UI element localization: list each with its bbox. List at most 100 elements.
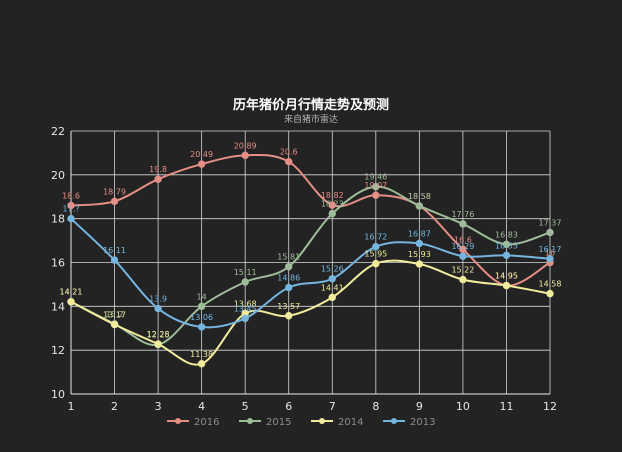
data-label-2016: 16.6 <box>454 235 472 244</box>
data-label-2016: 19.8 <box>149 165 167 174</box>
data-point-2014[interactable] <box>502 281 511 290</box>
data-label-2016: 20.6 <box>280 148 298 157</box>
data-point-2016[interactable] <box>328 201 336 209</box>
x-tick-label: 9 <box>416 400 423 413</box>
data-point-2016[interactable] <box>154 175 162 183</box>
y-tick-label: 20 <box>51 169 65 182</box>
data-label-2016: 16 <box>545 249 555 258</box>
x-tick-label: 12 <box>543 400 557 413</box>
data-label-2013: 16.29 <box>451 242 474 251</box>
data-point-2014[interactable] <box>459 275 467 284</box>
data-label-2015: 18.23 <box>321 200 344 209</box>
y-tick-label: 12 <box>51 344 65 357</box>
grid-lines <box>70 130 551 395</box>
data-label-2015: 13.2 <box>106 310 124 319</box>
y-tick-label: 16 <box>51 257 65 270</box>
data-point-2016[interactable] <box>67 201 75 210</box>
data-point-2013[interactable] <box>241 314 249 323</box>
legend-item-2013[interactable]: 2013 <box>383 417 435 428</box>
data-label-2016: 20.49 <box>190 150 213 159</box>
data-point-2013[interactable] <box>546 255 554 263</box>
legend-item-2014[interactable]: 2014 <box>311 417 363 428</box>
data-point-2013[interactable] <box>459 252 467 260</box>
data-point-2013[interactable] <box>67 214 75 223</box>
legend-label: 2016 <box>194 417 219 428</box>
data-point-2016[interactable] <box>197 160 206 168</box>
data-point-2014[interactable] <box>285 312 293 320</box>
data-label-2015: 16.83 <box>495 230 518 239</box>
legend-item-2016[interactable]: 2016 <box>167 417 219 428</box>
data-point-2015[interactable] <box>285 262 293 271</box>
legend[interactable]: 2016 2015 2014 2013 <box>167 417 435 428</box>
chart-title: 历年猪价月行情走势及预测 <box>233 97 389 113</box>
data-point-2013[interactable] <box>372 243 380 251</box>
data-label-2015: 12.25 <box>147 331 170 340</box>
data-point-2014[interactable] <box>546 289 554 298</box>
data-point-2013[interactable] <box>197 323 206 331</box>
x-tick-label: 1 <box>68 400 75 413</box>
series-lines <box>67 151 554 368</box>
legend-item-2015[interactable]: 2015 <box>239 417 291 428</box>
legend-marker <box>319 418 325 424</box>
legend-label: 2015 <box>266 417 291 428</box>
data-point-2015[interactable] <box>415 202 424 210</box>
data-point-2016[interactable] <box>285 157 293 166</box>
data-label-2015: 14 <box>197 292 207 301</box>
data-point-2016[interactable] <box>241 151 249 160</box>
data-label-2015: 17.37 <box>539 218 562 227</box>
data-label-2014: 15.22 <box>451 266 474 275</box>
data-label-2014: 13.17 <box>103 311 126 320</box>
legend-label: 2013 <box>410 417 435 428</box>
data-point-2013[interactable] <box>110 256 119 264</box>
data-label-2013: 16.17 <box>539 245 562 254</box>
data-label-2013: 16.11 <box>103 246 126 255</box>
data-point-2014[interactable] <box>67 298 75 306</box>
data-point-2015[interactable] <box>372 182 380 191</box>
data-point-2014[interactable] <box>154 340 162 348</box>
data-point-2016[interactable] <box>372 191 380 199</box>
data-label-2014: 14.95 <box>495 272 518 281</box>
data-label-2015: 15.81 <box>277 253 300 262</box>
data-point-2013[interactable] <box>328 275 336 283</box>
data-point-2013[interactable] <box>154 304 162 313</box>
data-point-2015[interactable] <box>459 220 467 228</box>
data-point-2015[interactable] <box>546 228 554 237</box>
data-point-2014[interactable] <box>110 320 119 329</box>
y-tick-label: 22 <box>51 125 65 138</box>
data-point-2014[interactable] <box>372 259 380 268</box>
data-label-2016: 14.95 <box>495 272 518 281</box>
y-tick-label: 14 <box>51 300 65 313</box>
legend-marker <box>175 418 181 424</box>
data-point-2015[interactable] <box>502 240 511 249</box>
data-label-2015: 17.76 <box>451 210 474 219</box>
data-label-2013: 16.87 <box>408 229 431 238</box>
data-point-2013[interactable] <box>415 239 424 248</box>
data-point-2015[interactable] <box>241 278 249 286</box>
data-point-2016[interactable] <box>110 197 119 206</box>
x-tick-label: 10 <box>456 400 470 413</box>
data-point-2015[interactable] <box>197 302 206 311</box>
data-label-2013: 14.86 <box>277 273 300 282</box>
legend-marker <box>391 418 397 424</box>
data-point-2013[interactable] <box>285 283 293 292</box>
x-tick-label: 6 <box>285 400 292 413</box>
data-label-2016: 18.58 <box>408 192 431 201</box>
data-label-2016: 19.07 <box>364 181 387 190</box>
data-label-2015: 18.58 <box>408 192 431 201</box>
series-line-2013 <box>70 217 551 329</box>
data-point-2014[interactable] <box>415 260 424 268</box>
data-label-2014: 13.68 <box>234 299 257 308</box>
x-tick-label: 3 <box>155 400 162 413</box>
data-label-2014: 13.57 <box>277 302 300 311</box>
data-point-2014[interactable] <box>328 293 336 302</box>
data-point-2014[interactable] <box>197 360 206 368</box>
data-point-2015[interactable] <box>328 209 336 218</box>
series-line-2014 <box>70 259 551 366</box>
x-tick-label: 8 <box>372 400 379 413</box>
data-label-2016: 20.89 <box>234 141 257 150</box>
x-tick-label: 4 <box>198 400 205 413</box>
chart-subtitle: 来自猪市雷达 <box>284 113 338 125</box>
data-point-2013[interactable] <box>502 251 511 259</box>
